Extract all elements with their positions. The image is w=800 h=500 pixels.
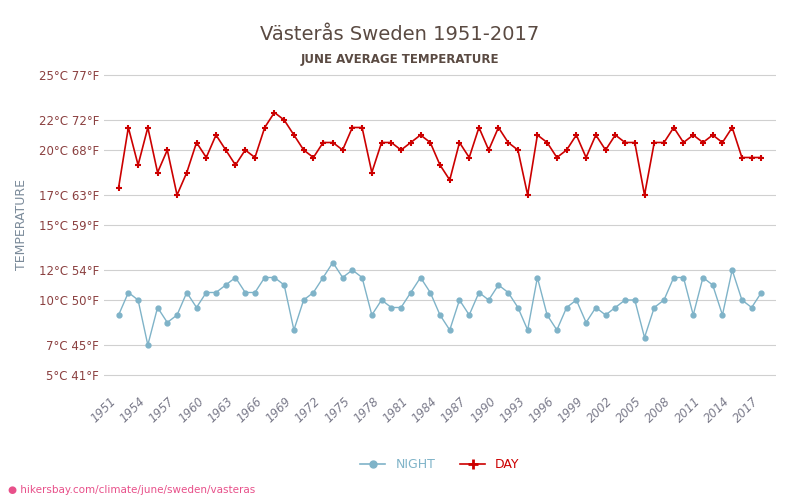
Y-axis label: TEMPERATURE: TEMPERATURE bbox=[14, 180, 28, 270]
Text: JUNE AVERAGE TEMPERATURE: JUNE AVERAGE TEMPERATURE bbox=[301, 52, 499, 66]
Legend: NIGHT, DAY: NIGHT, DAY bbox=[355, 453, 525, 476]
Text: ● hikersbay.com/climate/june/sweden/vasteras: ● hikersbay.com/climate/june/sweden/vast… bbox=[8, 485, 255, 495]
Text: Västerås Sweden 1951-2017: Västerås Sweden 1951-2017 bbox=[260, 25, 540, 44]
